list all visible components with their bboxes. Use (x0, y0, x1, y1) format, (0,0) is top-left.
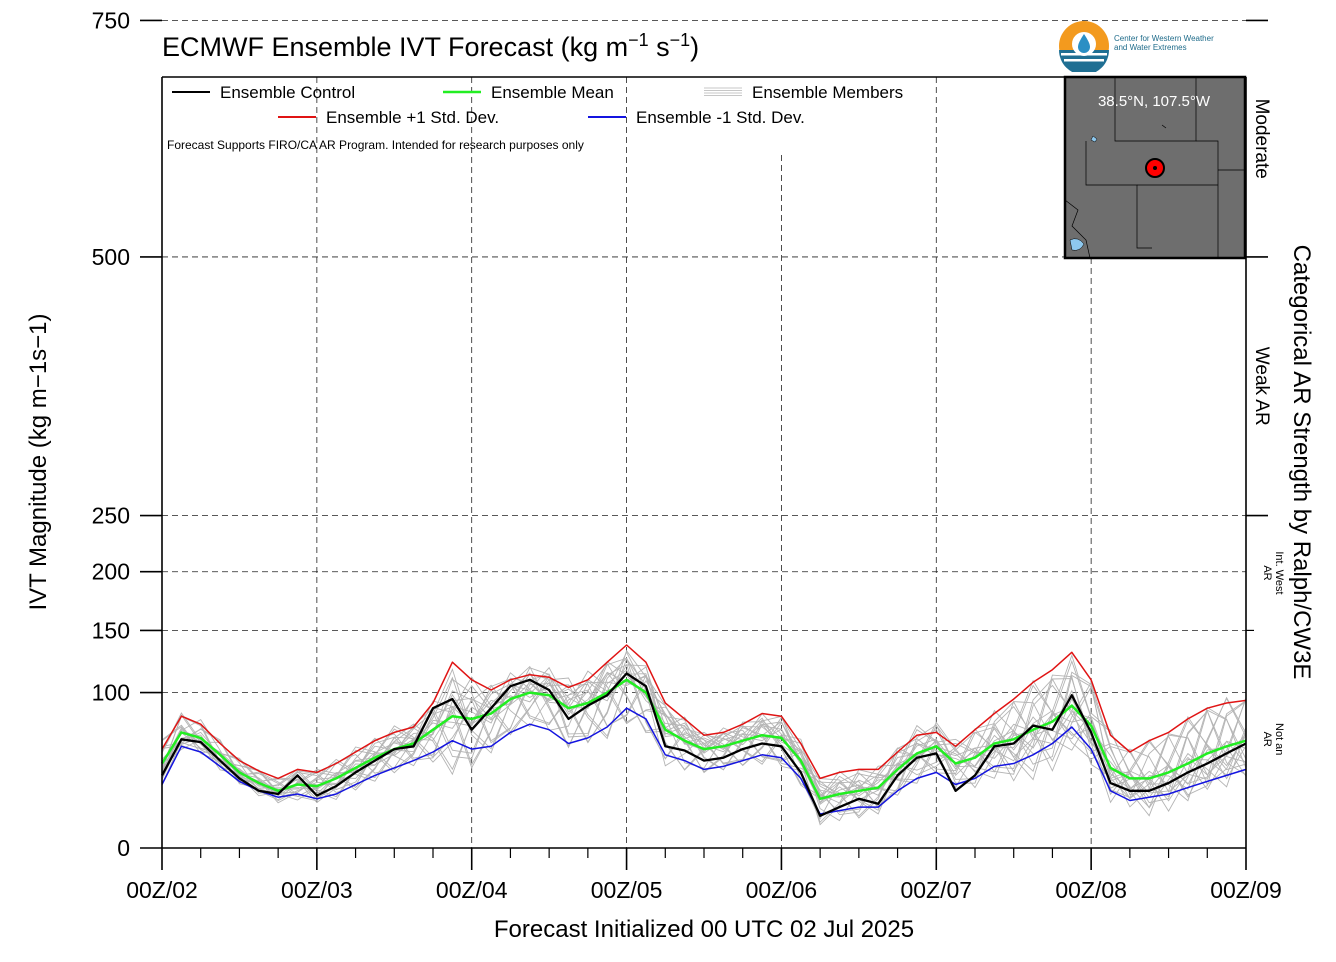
ensemble-member-line (161, 665, 1247, 816)
state-border (1196, 140, 1219, 258)
chart-title-exponent: −1 (669, 30, 691, 50)
series-line-mean (160, 678, 1247, 801)
category-label-line2: AR (1261, 732, 1273, 747)
chart-title-exponent: −1 (628, 30, 649, 50)
x-axis-title: Forecast Initialized 00 UTC 02 Jul 2025 (494, 916, 914, 943)
series-line-plus-sd (161, 644, 1247, 780)
location-marker-center (1153, 166, 1157, 170)
category-label-text: Moderate (1251, 99, 1272, 179)
x-tick-label: 00Z/04 (436, 877, 508, 903)
category-label-line2: AR (1261, 565, 1273, 580)
ensemble-member-line (161, 649, 1247, 811)
legend-label: Ensemble +1 Std. Dev. (326, 108, 499, 127)
category-label-line1: Int. West (1273, 551, 1285, 594)
y-tick-label: 0 (117, 835, 130, 861)
state-border (1064, 199, 1091, 259)
inset-location-label: 38.5°N, 107.5°W (1098, 93, 1211, 110)
chart-title-text: ECMWF Ensemble IVT Forecast (kg m (162, 32, 629, 62)
x-tick-label: 00Z/02 (126, 877, 198, 903)
legend-label: Ensemble Control (220, 83, 355, 102)
disclaimer-note: Forecast Supports FIRO/CA AR Program. In… (167, 138, 584, 152)
chart-title: ECMWF Ensemble IVT Forecast (kg m−1 s−1) (162, 30, 699, 63)
category-label: Moderate (1251, 99, 1272, 179)
category-label-line1: Not an (1273, 723, 1285, 755)
axis-labels: ExceptionalExtremeStrongModerateWeak ARI… (25, 99, 1315, 943)
y-tick-label: 750 (92, 7, 130, 33)
logo-text: Center for Western Weather and Water Extr… (1114, 34, 1214, 52)
category-label: Weak AR (1251, 347, 1272, 426)
legend-label: Ensemble Members (752, 83, 903, 102)
x-tick-label: 00Z/05 (591, 877, 663, 903)
y-tick-label: 500 (92, 244, 130, 270)
right-axis-title-text: Categorical AR Strength by Ralph/CW3E (1288, 245, 1315, 680)
x-tick-label: 00Z/06 (746, 877, 818, 903)
legend-label: Ensemble -1 Std. Dev. (636, 108, 805, 127)
ensemble-lines (160, 644, 1247, 817)
chart-title-unit: s (648, 32, 670, 62)
inset-map-water (1090, 135, 1098, 143)
logo-line2: and Water Extremes (1114, 43, 1187, 52)
series-line-control (160, 672, 1247, 817)
x-tick-label: 00Z/08 (1055, 877, 1127, 903)
legend: Ensemble Control Ensemble Mean Ensemble Me… (167, 83, 903, 152)
y-axis-title-text: IVT Magnitude (kg m−1s−1) (25, 313, 52, 610)
ensemble-member-line (161, 662, 1247, 799)
right-axis-title: Categorical AR Strength by Ralph/CW3E (1288, 245, 1315, 680)
ensemble-members (161, 649, 1247, 826)
legend-label: Ensemble Mean (491, 83, 614, 102)
x-tick-label: 00Z/09 (1210, 877, 1282, 903)
y-tick-label: 250 (92, 503, 130, 529)
inset-map-water (1069, 238, 1085, 251)
chart-title-close: ) (690, 32, 700, 62)
y-tick-label: 150 (92, 617, 130, 643)
y-tick-label: 200 (92, 559, 130, 585)
cw3e-logo: Center for Western Weather and Water Extr… (1058, 20, 1238, 75)
x-tick-label: 00Z/03 (281, 877, 353, 903)
inset-map: 38.5°N, 107.5°W (1063, 75, 1247, 260)
state-border (1114, 77, 1197, 142)
ensemble-member-line (161, 667, 1247, 819)
x-tick-label: 00Z/07 (900, 877, 972, 903)
logo-line1: Center for Western Weather (1114, 34, 1214, 43)
ensemble-member-line (161, 668, 1247, 798)
y-axis-title: IVT Magnitude (kg m−1s−1) (25, 313, 52, 610)
state-border (1161, 124, 1167, 129)
y-tick-label: 100 (92, 680, 130, 706)
category-label-text: Weak AR (1251, 347, 1272, 426)
cw3e-logo-icon (1059, 21, 1109, 75)
series-line-minus-sd (161, 707, 1247, 815)
